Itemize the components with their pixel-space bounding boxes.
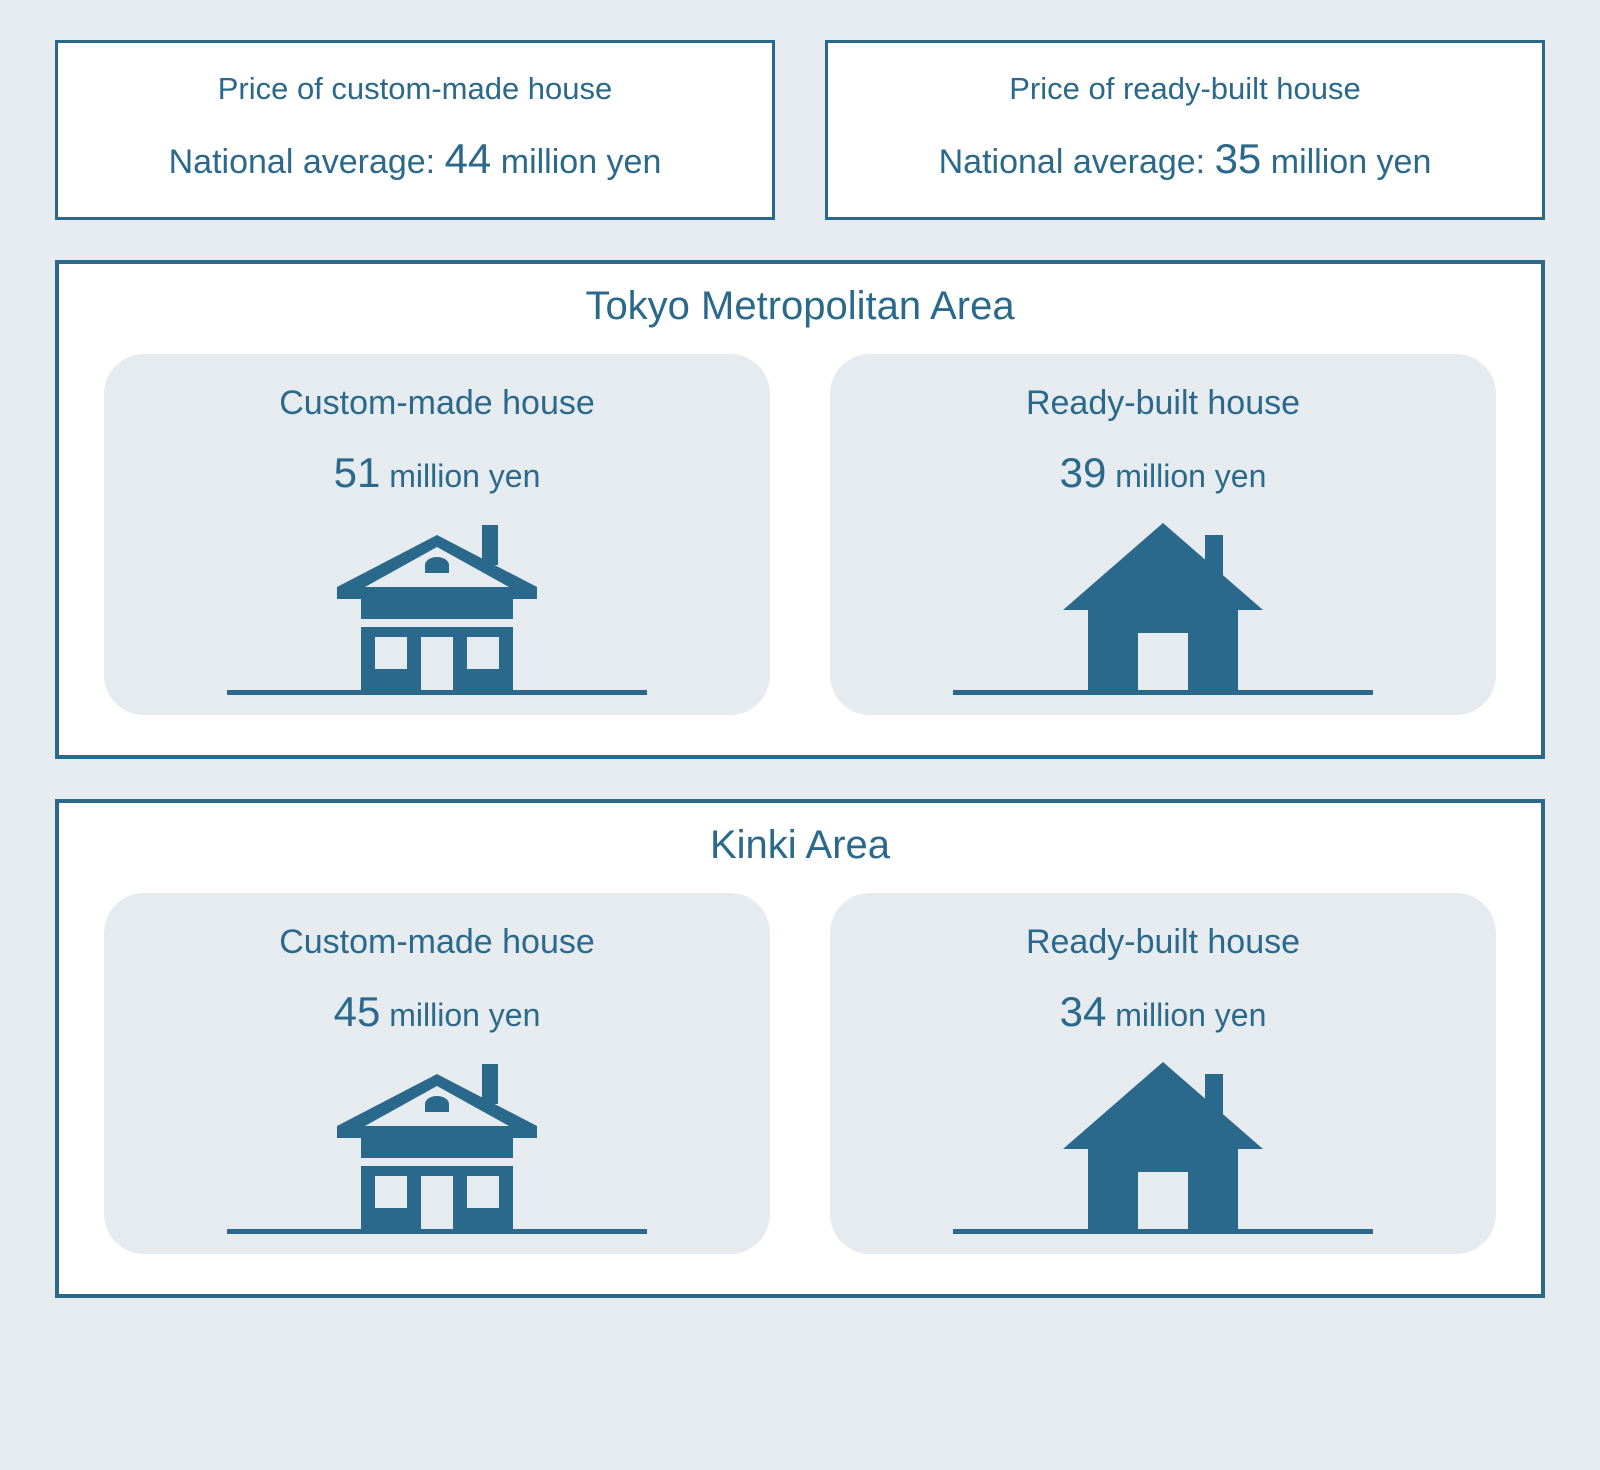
- avg-prefix: National average:: [169, 143, 445, 181]
- card-ready: Ready-built house 39 million yen: [830, 354, 1496, 715]
- region-cards: Custom-made house 51 million yen: [104, 354, 1496, 715]
- avg-suffix: million yen: [491, 143, 661, 181]
- price-value: 51: [334, 449, 381, 496]
- card-custom: Custom-made house 45 million yen: [104, 893, 770, 1254]
- region-title: Kinki Area: [104, 823, 1496, 868]
- region-title: Tokyo Metropolitan Area: [104, 284, 1496, 329]
- price-value: 34: [1060, 988, 1107, 1035]
- national-custom-title: Price of custom-made house: [78, 71, 752, 107]
- region-panel-kinki: Kinki Area Custom-made house 45 million …: [55, 799, 1545, 1298]
- house-ready-svg: [1053, 515, 1273, 690]
- card-price: 51 million yen: [334, 449, 541, 497]
- card-price: 34 million yen: [1060, 988, 1267, 1036]
- card-label: Custom-made house: [279, 384, 595, 423]
- national-custom-box: Price of custom-made house National aver…: [55, 40, 775, 220]
- ground-line: [953, 690, 1373, 695]
- price-suffix: million yen: [380, 997, 540, 1033]
- price-value: 45: [334, 988, 381, 1035]
- national-average-row: Price of custom-made house National aver…: [55, 40, 1545, 220]
- price-value: 39: [1060, 449, 1107, 496]
- avg-value: 44: [445, 135, 492, 182]
- house-custom-icon: [227, 515, 647, 695]
- avg-prefix: National average:: [939, 143, 1215, 181]
- ground-line: [227, 690, 647, 695]
- card-custom: Custom-made house 51 million yen: [104, 354, 770, 715]
- price-suffix: million yen: [1106, 997, 1266, 1033]
- region-cards: Custom-made house 45 million yen: [104, 893, 1496, 1254]
- national-ready-title: Price of ready-built house: [848, 71, 1522, 107]
- house-custom-icon: [227, 1054, 647, 1234]
- house-ready-icon: [953, 1054, 1373, 1234]
- card-label: Custom-made house: [279, 923, 595, 962]
- price-suffix: million yen: [380, 458, 540, 494]
- card-price: 45 million yen: [334, 988, 541, 1036]
- house-ready-icon: [953, 515, 1373, 695]
- house-custom-svg: [317, 515, 557, 690]
- avg-value: 35: [1215, 135, 1262, 182]
- ground-line: [953, 1229, 1373, 1234]
- house-custom-svg: [317, 1054, 557, 1229]
- house-ready-svg: [1053, 1054, 1273, 1229]
- price-suffix: million yen: [1106, 458, 1266, 494]
- card-label: Ready-built house: [1026, 923, 1300, 962]
- infographic-canvas: Price of custom-made house National aver…: [0, 0, 1600, 1470]
- national-ready-average: National average: 35 million yen: [848, 135, 1522, 183]
- ground-line: [227, 1229, 647, 1234]
- avg-suffix: million yen: [1261, 143, 1431, 181]
- card-price: 39 million yen: [1060, 449, 1267, 497]
- card-ready: Ready-built house 34 million yen: [830, 893, 1496, 1254]
- card-label: Ready-built house: [1026, 384, 1300, 423]
- region-panel-tokyo: Tokyo Metropolitan Area Custom-made hous…: [55, 260, 1545, 759]
- national-custom-average: National average: 44 million yen: [78, 135, 752, 183]
- national-ready-box: Price of ready-built house National aver…: [825, 40, 1545, 220]
